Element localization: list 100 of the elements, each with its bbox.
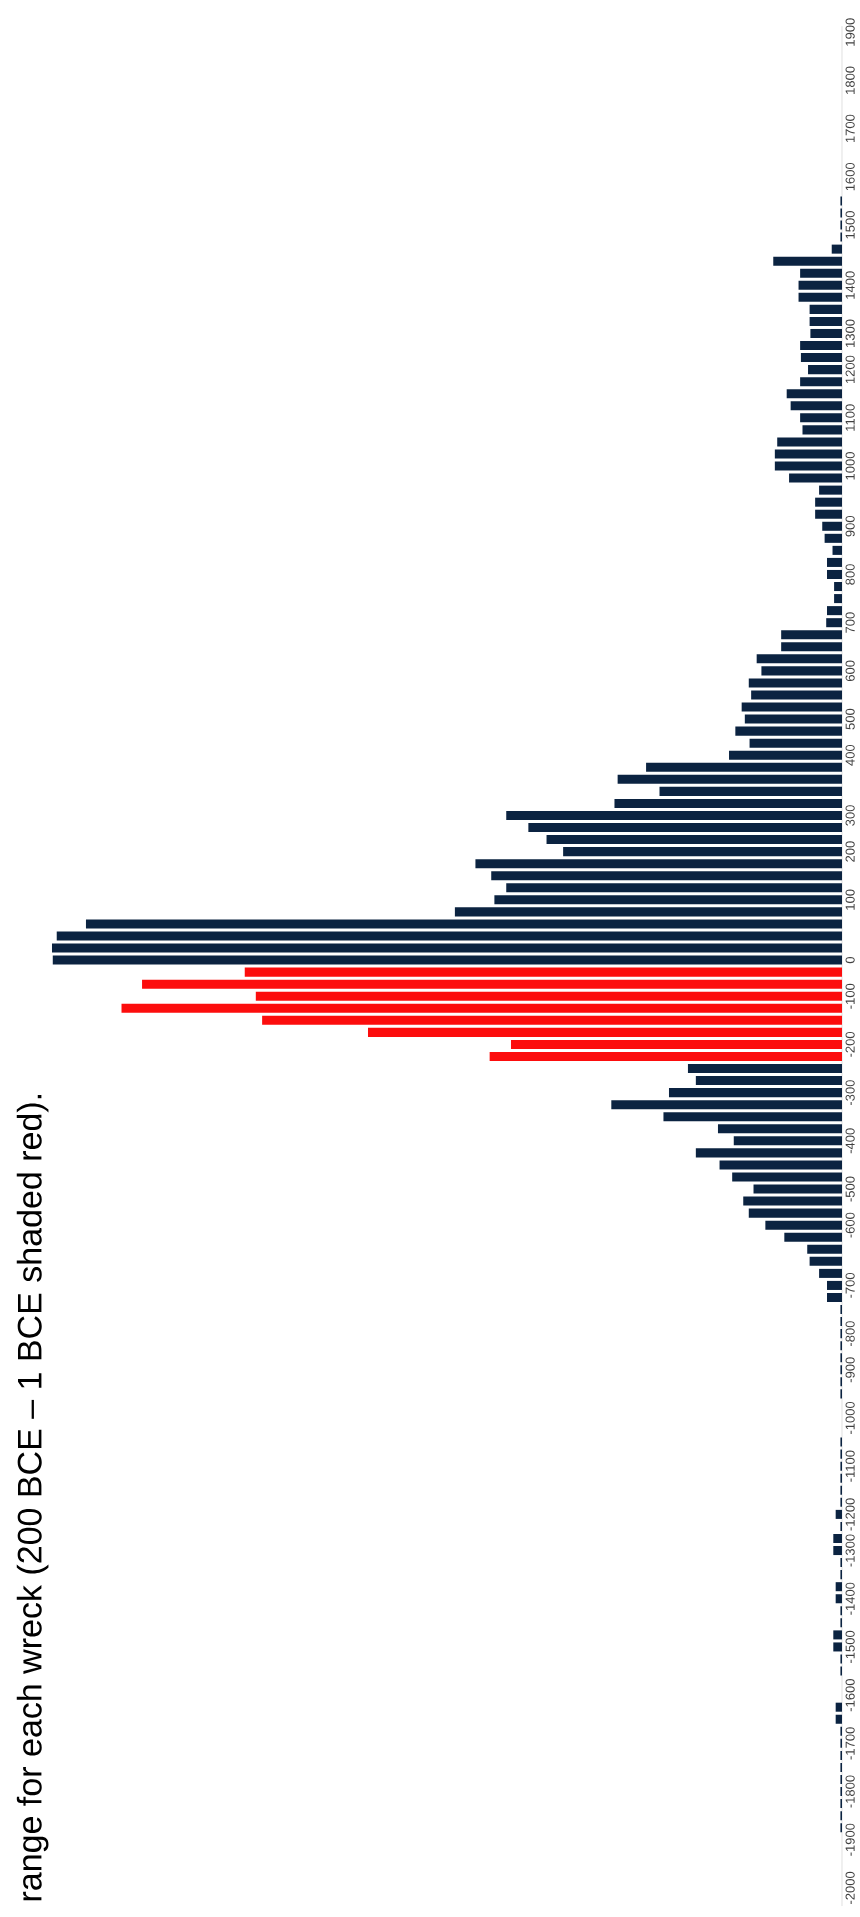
bar [52, 955, 842, 965]
y-tick-label: 1900 [845, 18, 855, 46]
bar [668, 1088, 842, 1098]
bar [832, 545, 842, 555]
bar [808, 365, 842, 375]
y-tick-label: 700 [845, 612, 855, 633]
bar [659, 786, 842, 796]
bar [807, 1244, 842, 1254]
bar [819, 1268, 842, 1278]
y-tick-label: -900 [845, 1357, 855, 1383]
bar [717, 1124, 842, 1134]
bar [732, 1172, 842, 1182]
bar [506, 883, 842, 893]
y-tick-label: 100 [845, 889, 855, 910]
y-tick-label: -200 [845, 1031, 855, 1057]
y-tick-label: 1500 [845, 211, 855, 239]
y-tick-label: 300 [845, 805, 855, 826]
bar [454, 907, 842, 917]
bar [733, 1136, 842, 1146]
y-tick-label: 1400 [845, 271, 855, 299]
bar [753, 1184, 842, 1194]
bar [56, 931, 842, 941]
bar [800, 377, 842, 387]
y-tick-label: 600 [845, 660, 855, 682]
y-tick-label: -700 [845, 1272, 855, 1298]
y-tick-label: 1100 [845, 404, 855, 431]
bar [489, 1051, 842, 1062]
bar [491, 871, 842, 881]
bar [781, 642, 842, 652]
bar [824, 533, 842, 543]
bar [756, 654, 842, 664]
y-tick-label: 1800 [845, 66, 855, 94]
bar [834, 582, 842, 592]
y-tick-label: 500 [845, 708, 855, 730]
bar [528, 823, 842, 833]
bar [815, 509, 842, 519]
bar [798, 280, 842, 290]
y-tick-label: -1600 [845, 1679, 855, 1712]
bar [121, 1003, 842, 1013]
bar [748, 1208, 842, 1218]
y-tick-label: -800 [845, 1321, 855, 1347]
bar [751, 690, 842, 700]
bar [719, 1160, 842, 1170]
bar [695, 1148, 842, 1158]
bar [142, 979, 842, 989]
bar [475, 859, 842, 869]
y-tick-label: -1800 [845, 1775, 855, 1808]
bar [790, 401, 842, 411]
bar [835, 1594, 842, 1604]
bar [826, 1292, 842, 1303]
y-tick-label: -1400 [845, 1582, 855, 1615]
y-tick-label: 200 [845, 841, 855, 862]
bar [789, 473, 842, 483]
bar [244, 967, 842, 977]
bar [826, 557, 842, 567]
y-tick-label: 1000 [845, 452, 855, 480]
bar [800, 413, 842, 423]
bar [833, 1546, 842, 1556]
bar [835, 1702, 842, 1712]
y-tick-label: 1600 [845, 162, 855, 191]
bar [781, 630, 842, 640]
bar [563, 847, 842, 857]
bar [834, 594, 842, 604]
bar [800, 353, 842, 363]
y-tick-label: -2000 [845, 1871, 855, 1904]
bar [663, 1112, 842, 1122]
bar [262, 1015, 842, 1025]
bar [695, 1076, 842, 1086]
bar [735, 726, 842, 736]
bar [826, 606, 842, 616]
bar [646, 762, 842, 772]
y-tick-label: -1700 [845, 1727, 855, 1760]
y-tick-label: -1300 [845, 1534, 855, 1567]
y-tick-label: 0 [845, 956, 855, 964]
bar [748, 678, 842, 688]
bar [743, 1196, 842, 1206]
bar [687, 1064, 842, 1074]
bar [773, 256, 842, 266]
bar [802, 425, 842, 435]
y-tick-label: 800 [845, 564, 855, 585]
y-tick-label: -1200 [845, 1498, 855, 1531]
bar [85, 919, 842, 929]
y-tick-label: -1500 [845, 1630, 855, 1663]
bar [777, 437, 842, 447]
bar [744, 714, 842, 724]
y-tick-label: -300 [845, 1080, 855, 1106]
bar [826, 569, 842, 579]
y-tick-label: 1700 [845, 114, 855, 143]
bar [800, 341, 842, 351]
bar [809, 1256, 842, 1266]
bar [786, 389, 842, 399]
bar [765, 1220, 842, 1230]
bar [774, 461, 842, 471]
bar [51, 943, 842, 953]
bar [255, 991, 842, 1001]
bar [367, 1027, 842, 1037]
bar [506, 810, 842, 820]
bar [729, 750, 842, 760]
bar [822, 521, 842, 531]
bar [826, 1280, 842, 1290]
